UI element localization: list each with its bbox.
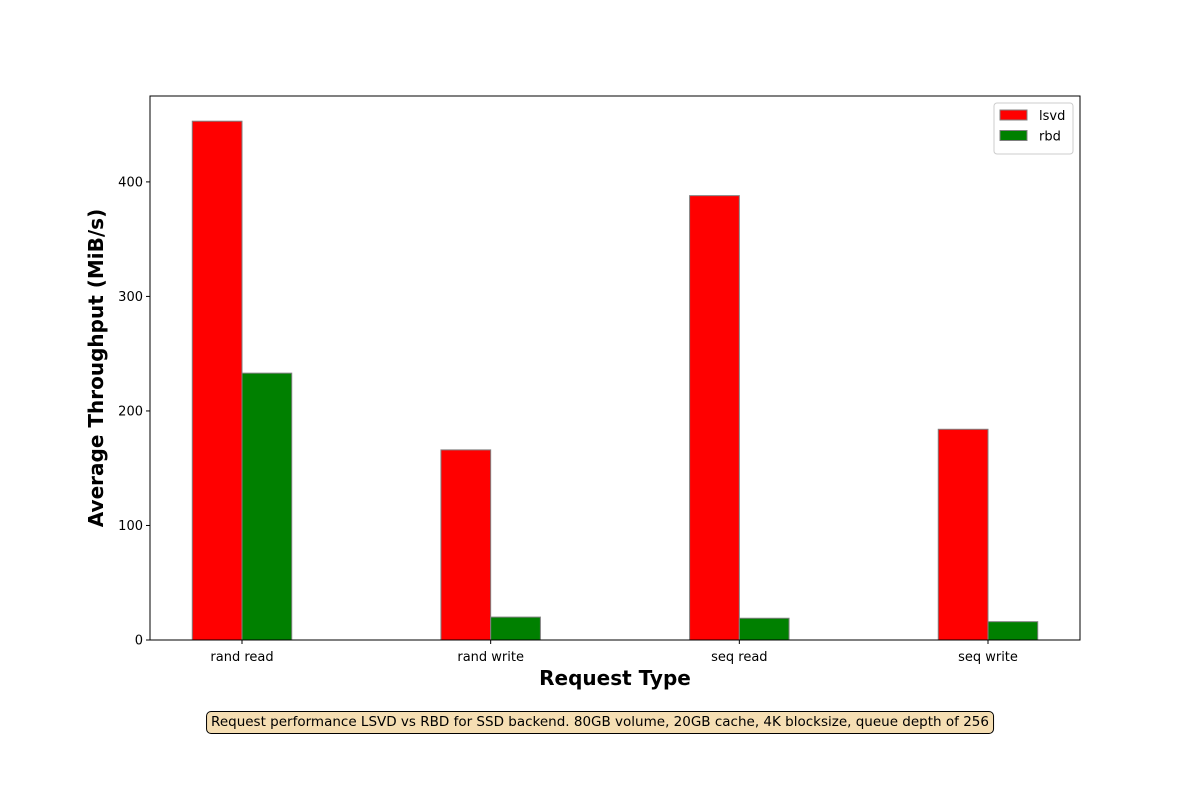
bar-rbd-rand-write — [490, 616, 541, 641]
x-tick-label: seq write — [958, 650, 1018, 665]
plot-frame — [149, 95, 1081, 641]
bar-lsvd-seq-read — [689, 195, 740, 641]
y-axis-title: Average Throughput (MiB/s) — [84, 209, 108, 527]
bar-rbd-seq-write — [987, 621, 1039, 641]
y-axis: 0 100 200 300 400 — [118, 175, 150, 649]
bar-lsvd-rand-write — [440, 449, 492, 641]
bar-rbd-rand-read — [241, 372, 293, 641]
legend-label-rbd: rbd — [1039, 130, 1061, 145]
chart-caption: Request performance LSVD vs RBD for SSD … — [206, 711, 994, 734]
legend: lsvd rbd — [993, 102, 1074, 155]
bars-group — [191, 120, 1039, 641]
legend-swatch-rbd — [999, 130, 1028, 141]
y-tick-label: 300 — [118, 290, 143, 305]
bar-lsvd-seq-write — [937, 428, 989, 641]
legend-swatch-lsvd — [999, 109, 1028, 121]
legend-label-lsvd: lsvd — [1039, 109, 1065, 124]
y-tick-label: 100 — [118, 519, 143, 534]
bar-rbd-seq-read — [738, 617, 790, 641]
x-tick-label: rand read — [210, 650, 273, 665]
x-axis: rand read rand write seq read seq write — [210, 640, 1018, 665]
x-tick-label: rand write — [457, 650, 524, 665]
bar-lsvd-rand-read — [191, 120, 243, 641]
y-tick-label: 0 — [135, 634, 143, 649]
x-axis-title: Request Type — [539, 666, 691, 690]
y-tick-label: 400 — [118, 175, 143, 190]
y-tick-label: 200 — [118, 404, 143, 419]
x-tick-label: seq read — [711, 650, 767, 665]
